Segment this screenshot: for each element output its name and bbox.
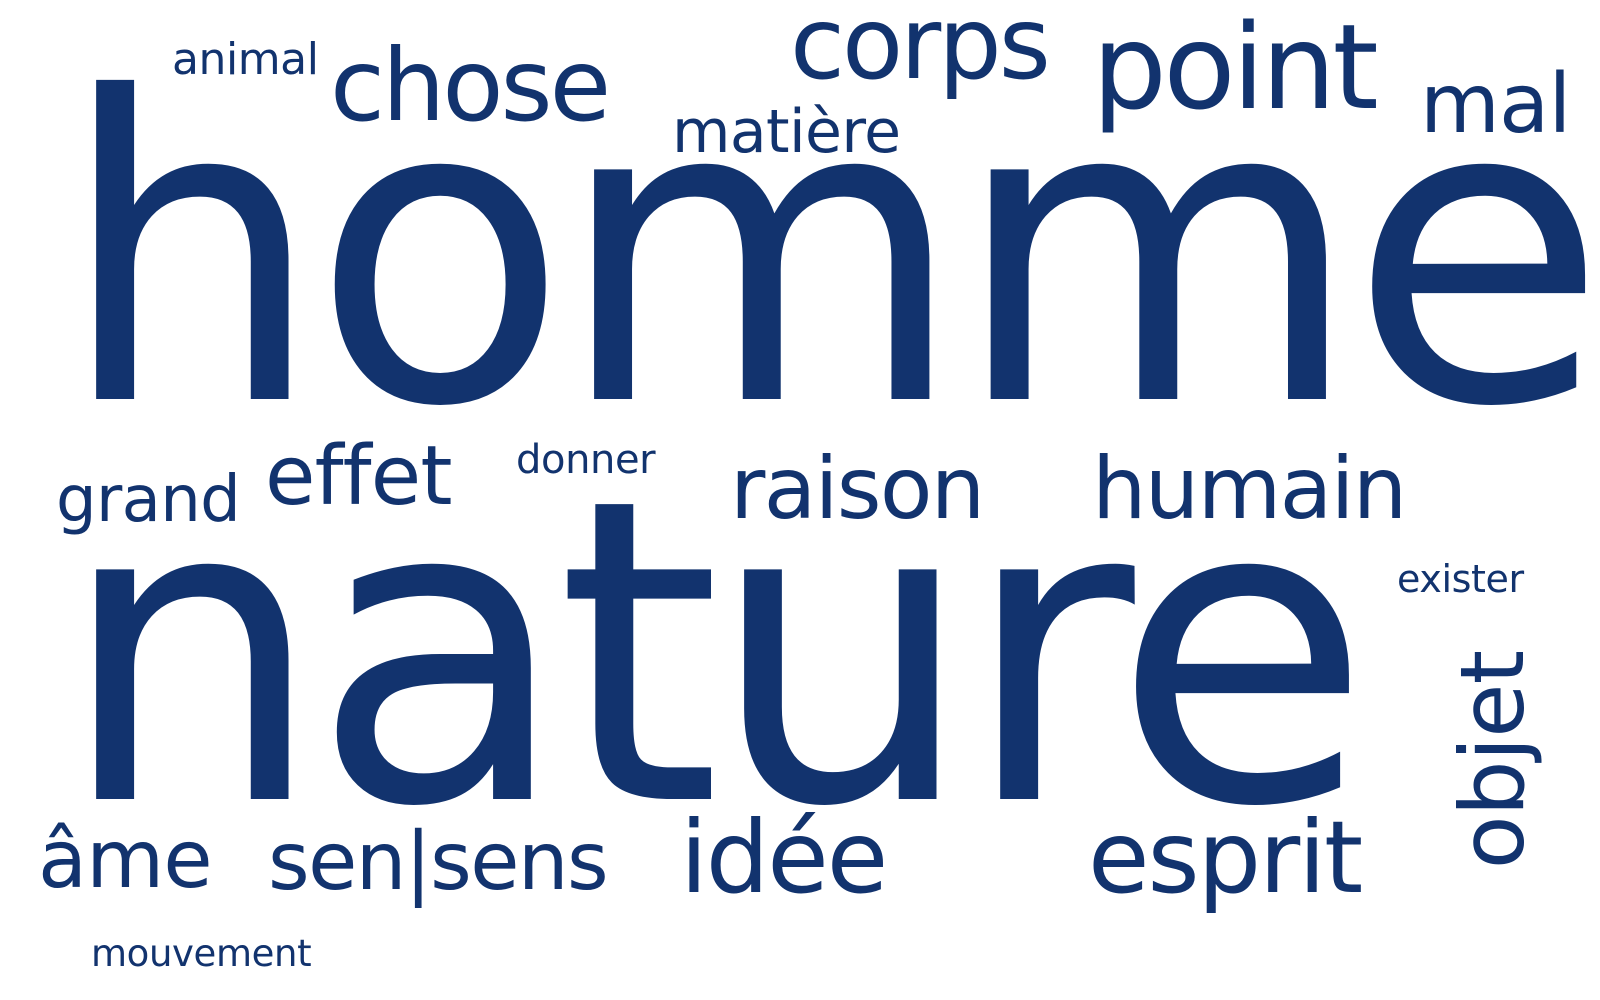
word-mouvement: mouvement [91, 932, 312, 975]
word-homme: homme [58, 10, 1600, 499]
word-sen-sens: sen|sens [268, 815, 609, 908]
word-donner: donner [516, 437, 656, 483]
word-esprit: esprit [1088, 799, 1363, 916]
word-ame: âme [38, 813, 213, 906]
word-point: point [1092, 0, 1379, 136]
word-animal: animal [172, 34, 319, 85]
word-exister: exister [1397, 557, 1524, 601]
word-humain: humain [1092, 439, 1407, 539]
word-raison: raison [730, 439, 985, 539]
word-objet: objet [1441, 650, 1544, 870]
word-nature: nature [58, 410, 1371, 899]
word-mal: mal [1420, 57, 1571, 152]
word-chose: chose [330, 27, 611, 144]
word-grand: grand [56, 463, 241, 537]
word-corps: corps [790, 0, 1051, 102]
word-idee: idée [680, 799, 888, 916]
word-matiere: matière [672, 97, 901, 167]
word-effet: effet [265, 429, 453, 524]
